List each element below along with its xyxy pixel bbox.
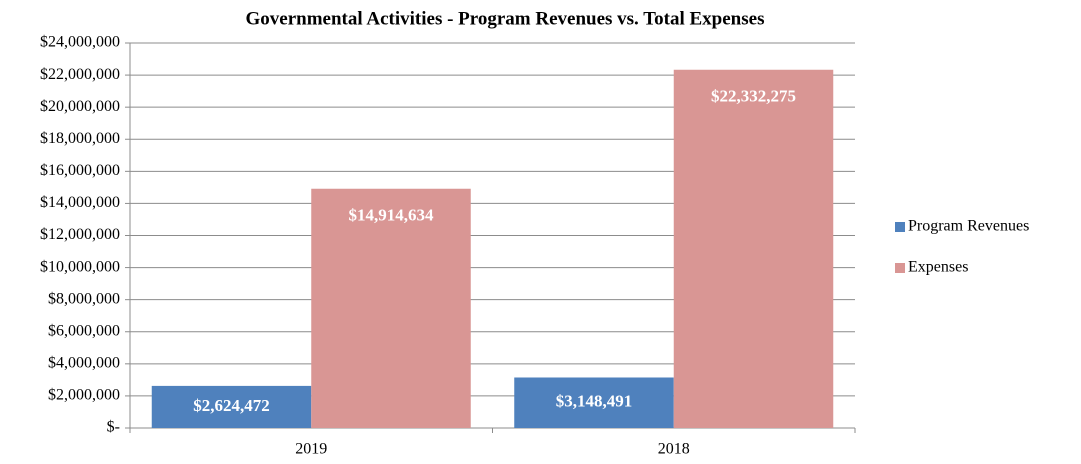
x-tick-label: 2018 — [658, 441, 690, 458]
y-tick-label: $10,000,000 — [40, 258, 120, 275]
y-tick-label: $20,000,000 — [40, 98, 120, 115]
y-tick-label: $22,000,000 — [40, 66, 120, 83]
y-tick-label: $18,000,000 — [40, 130, 120, 147]
x-tick-label: 2019 — [295, 441, 327, 458]
y-tick-label: $8,000,000 — [48, 290, 120, 307]
bar — [311, 188, 471, 428]
legend-swatch — [895, 263, 905, 273]
y-tick-label: $14,000,000 — [40, 194, 120, 211]
legend-label: Expenses — [908, 259, 968, 276]
legend-swatch — [895, 222, 905, 232]
bar — [673, 69, 834, 429]
y-tick-label: $24,000,000 — [40, 34, 120, 51]
y-tick-label: $12,000,000 — [40, 226, 120, 243]
data-label: $2,624,472 — [193, 396, 270, 415]
data-label: $22,332,275 — [711, 87, 796, 106]
legend-label: Program Revenues — [908, 218, 1029, 235]
data-label: $3,148,491 — [556, 392, 633, 411]
y-tick-label: $- — [107, 419, 120, 436]
bar — [514, 377, 674, 428]
bar — [151, 385, 312, 428]
y-tick-label: $16,000,000 — [40, 162, 120, 179]
y-tick-label: $4,000,000 — [48, 355, 120, 372]
data-label: $14,914,634 — [349, 206, 435, 225]
y-tick-label: $6,000,000 — [48, 322, 120, 339]
chart-title: Governmental Activities - Program Revenu… — [246, 8, 765, 29]
y-tick-label: $2,000,000 — [48, 387, 120, 404]
